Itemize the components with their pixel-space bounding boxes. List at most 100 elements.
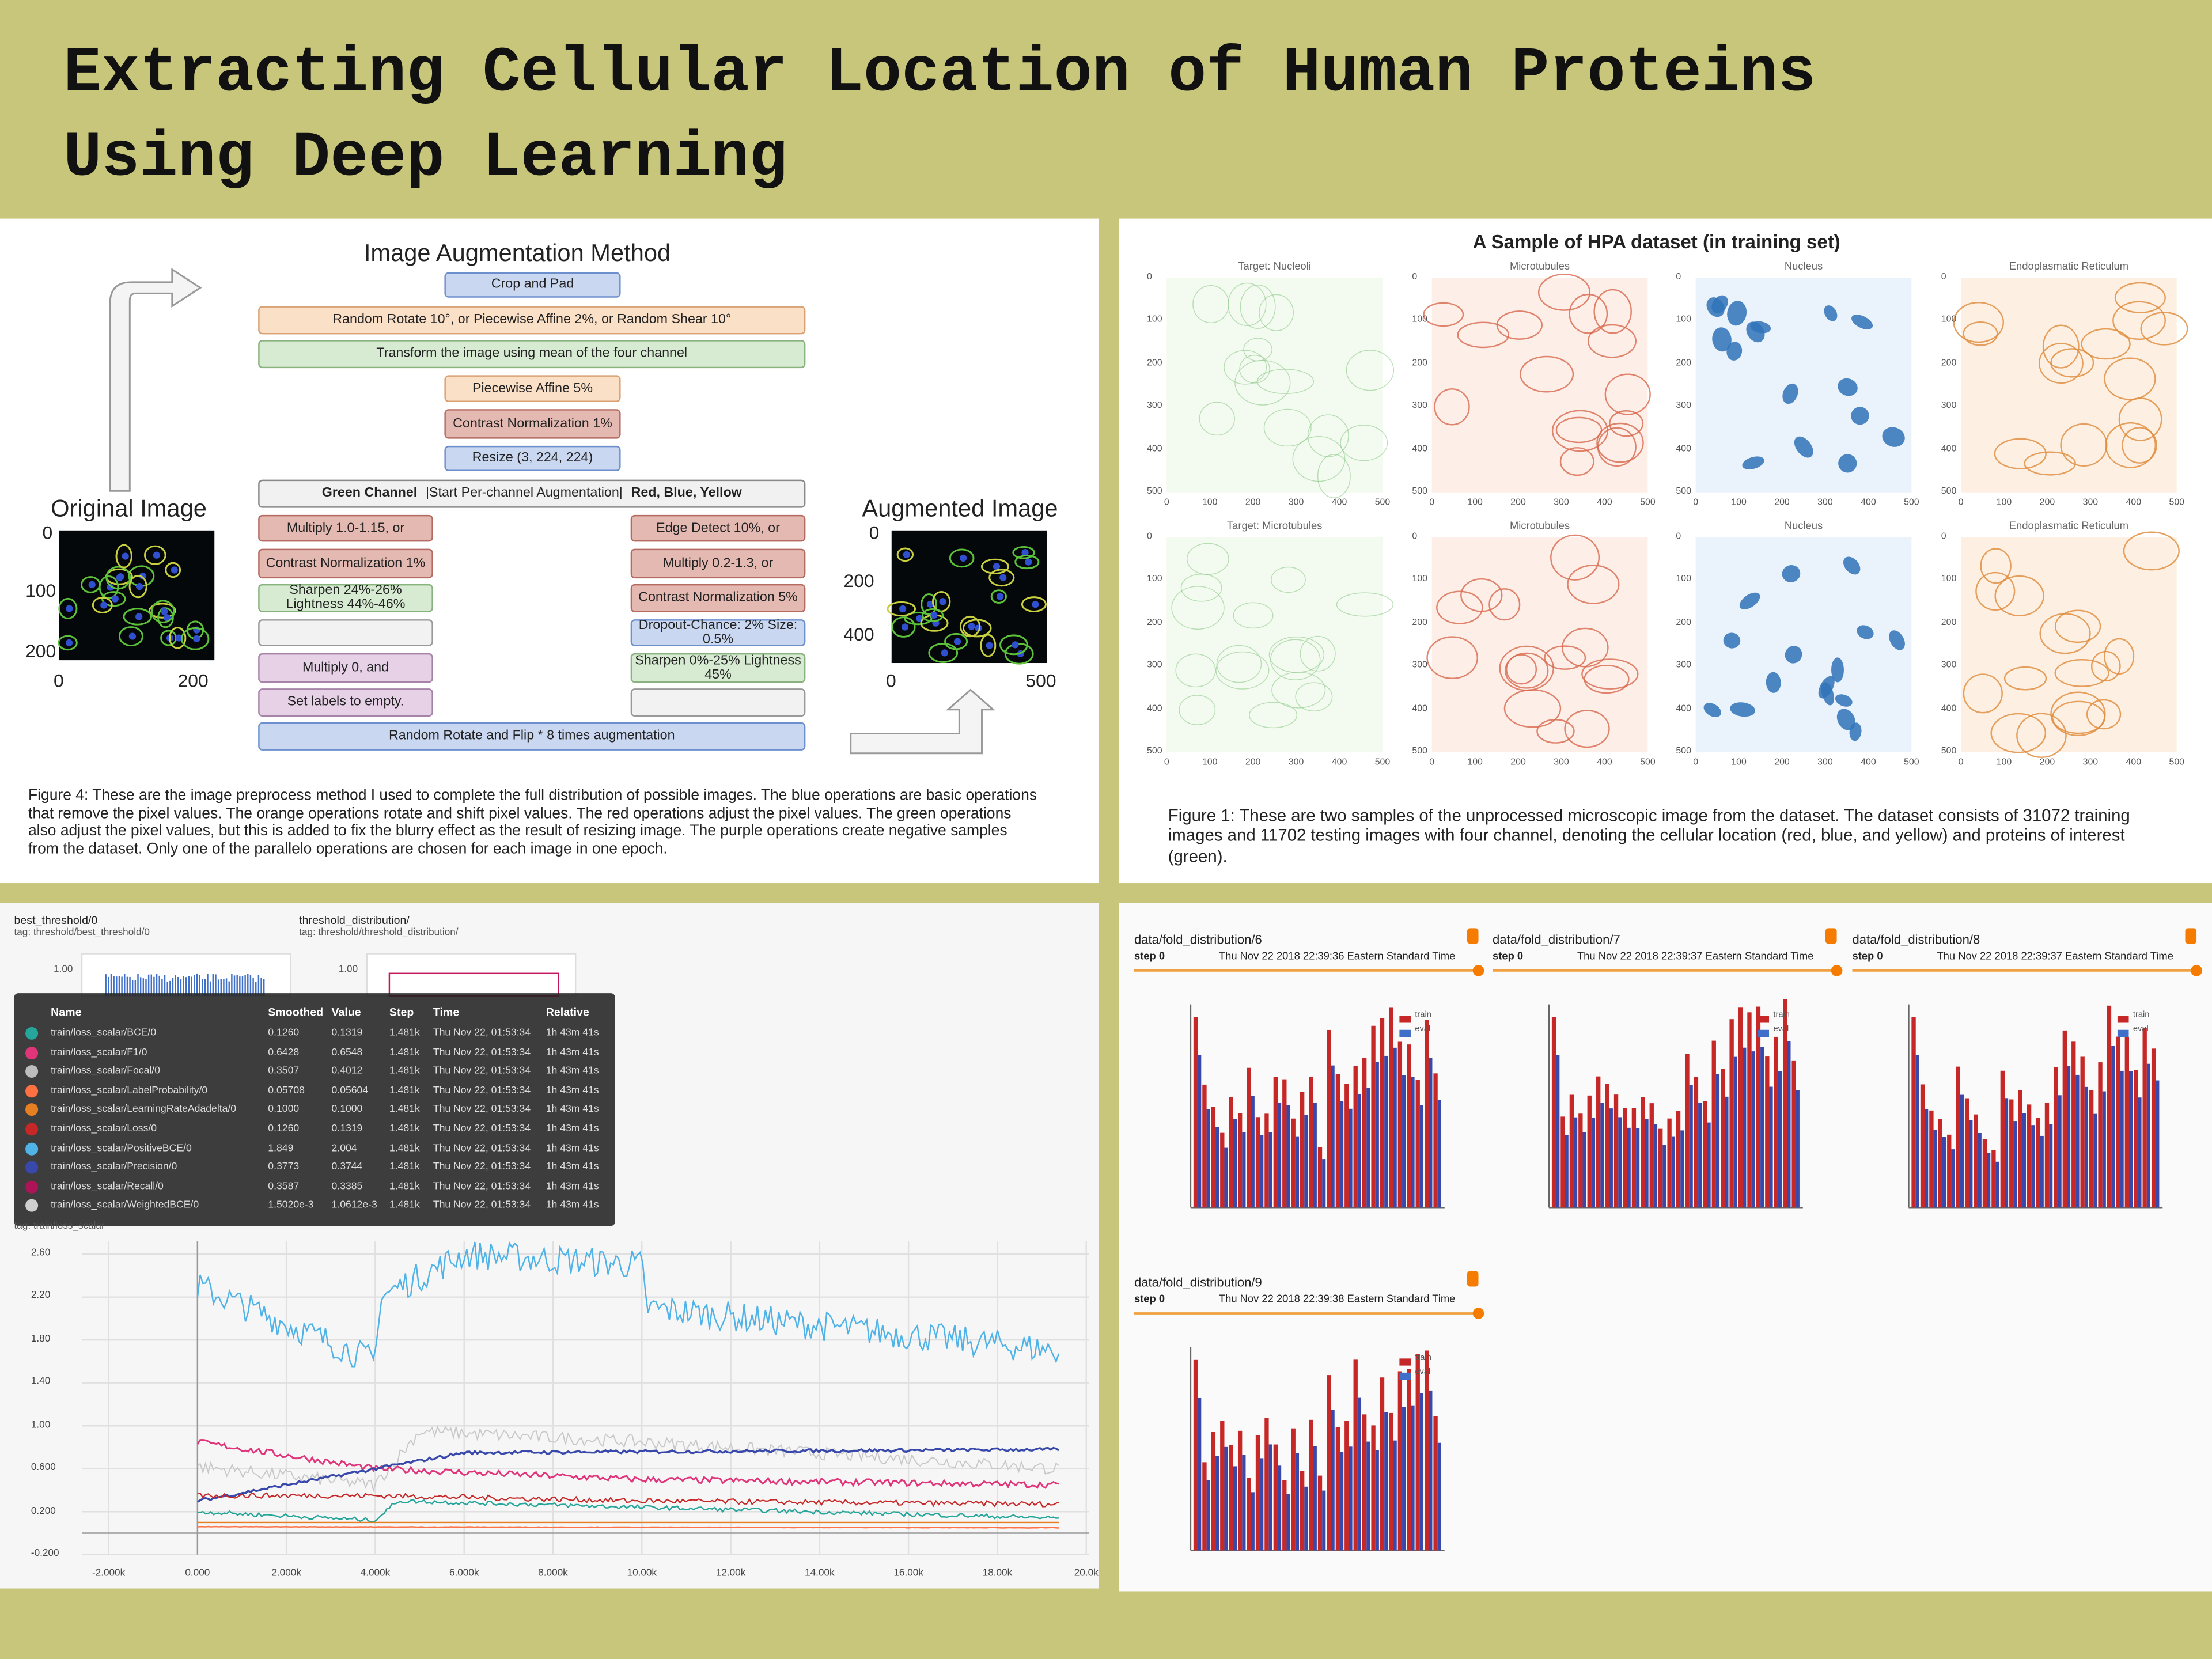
train-bar bbox=[2009, 1099, 2014, 1208]
cell-outline bbox=[1505, 652, 1549, 689]
card-title: data/fold_distribution/9 bbox=[1134, 1275, 1262, 1290]
eval-bar bbox=[2084, 1086, 2088, 1208]
eval-bar bbox=[1915, 1055, 1919, 1208]
x-tick-label: 0 bbox=[1164, 757, 1169, 768]
eval-bar bbox=[1969, 1120, 1973, 1208]
chart-tag: tag: train/loss_scalar bbox=[14, 1221, 105, 1232]
x-tick-label: 100 bbox=[1996, 757, 2012, 768]
train-bar bbox=[2018, 1090, 2022, 1208]
table-cell: 0.1260 bbox=[268, 1025, 300, 1039]
nucleus bbox=[1727, 301, 1747, 326]
y-tick-label: 0 bbox=[1941, 532, 1946, 542]
train-bar bbox=[2036, 1118, 2040, 1208]
eval-bar bbox=[2058, 1095, 2062, 1208]
train-bar bbox=[1711, 1040, 1716, 1208]
train-bar bbox=[1721, 1069, 1725, 1208]
nucleus bbox=[161, 608, 168, 615]
nucleus bbox=[1838, 378, 1858, 396]
eval-bar bbox=[1215, 1456, 1219, 1551]
x-tick-label: 0 bbox=[1693, 757, 1699, 768]
y-tick-label: 300 bbox=[1412, 400, 1428, 411]
table-cell: Thu Nov 22, 01:53:34 bbox=[433, 1044, 531, 1058]
eval-bar bbox=[1366, 1441, 1370, 1551]
cell-outline bbox=[1199, 402, 1235, 436]
cell-outline bbox=[1596, 422, 1644, 463]
nucleus bbox=[1012, 641, 1019, 649]
cell-outline bbox=[1994, 438, 2047, 469]
table-cell: 1h 43m 41s bbox=[546, 1083, 599, 1096]
train-bar bbox=[2134, 1070, 2138, 1208]
x-tick-label: 400 bbox=[1861, 757, 1876, 768]
y-tick-label: 0.200 bbox=[31, 1506, 56, 1516]
train-bar bbox=[1371, 1025, 1376, 1208]
image-label: Augmented Image bbox=[862, 495, 1058, 522]
y-tick-label: 500 bbox=[1147, 746, 1162, 756]
card-tag: tag: threshold/threshold_distribution/ bbox=[299, 928, 459, 938]
train-bar bbox=[2142, 1028, 2147, 1208]
train-bar bbox=[1335, 1074, 1340, 1208]
train-bar bbox=[2124, 1037, 2130, 1208]
table-cell: 1.481k bbox=[389, 1198, 420, 1211]
legend-label: eval bbox=[1415, 1368, 1431, 1377]
train-bar bbox=[1667, 1118, 1672, 1208]
x-tick-label: 10.00k bbox=[627, 1569, 657, 1579]
cell-outline bbox=[2054, 659, 2109, 687]
cell-outline bbox=[2123, 531, 2180, 571]
nucleus bbox=[1032, 600, 1039, 608]
eval-bar bbox=[1429, 1057, 1433, 1208]
x-tick-label: 0 bbox=[1693, 498, 1699, 508]
step-box: Random Rotate 10°, or Piecewise Affine 2… bbox=[258, 306, 806, 335]
card-step: step 0 bbox=[1852, 949, 1883, 963]
eval-bar bbox=[1429, 1390, 1433, 1551]
eval-bar bbox=[1260, 1458, 1264, 1551]
train-bar bbox=[1397, 1041, 1403, 1208]
train-bar bbox=[1415, 1080, 1420, 1208]
nucleus bbox=[1882, 427, 1905, 447]
x-tick-label: 100 bbox=[1202, 757, 1218, 768]
table-cell: 1h 43m 41s bbox=[546, 1121, 599, 1134]
sample-image bbox=[1431, 537, 1648, 752]
eval-bar bbox=[1751, 1051, 1755, 1208]
series-dot bbox=[25, 1065, 39, 1078]
table-cell: 0.1000 bbox=[268, 1102, 300, 1115]
nucleus bbox=[1739, 592, 1760, 609]
y-tick-label: 100 bbox=[25, 579, 56, 601]
cell-outline bbox=[2039, 613, 2091, 654]
train-bar bbox=[1424, 1020, 1429, 1208]
table-cell: 1h 43m 41s bbox=[546, 1044, 599, 1058]
nucleus bbox=[107, 584, 114, 591]
train-bar bbox=[1407, 1369, 1411, 1551]
cell bbox=[151, 600, 175, 623]
x-tick-label: 200 bbox=[2039, 498, 2055, 508]
x-tick-label: 200 bbox=[1510, 757, 1526, 768]
train-bar bbox=[1220, 1132, 1225, 1208]
train-bar bbox=[1193, 1359, 1198, 1551]
legend-label: eval bbox=[1773, 1025, 1789, 1035]
y-tick-label: 100 bbox=[1676, 315, 1691, 325]
x-tick-label: 0 bbox=[1958, 498, 1964, 508]
y-tick-label: 0 bbox=[1941, 272, 1946, 282]
sample-image bbox=[1166, 278, 1383, 493]
eval-bar bbox=[1393, 1440, 1397, 1551]
table-cell: 0.3587 bbox=[268, 1179, 300, 1192]
cell bbox=[169, 627, 187, 649]
cell-outline bbox=[2024, 451, 2076, 476]
y-tick-label: 300 bbox=[1676, 400, 1691, 411]
eval-bar bbox=[1591, 1118, 1596, 1208]
train-bar bbox=[1371, 1425, 1376, 1551]
train-bar bbox=[1211, 1107, 1216, 1208]
cell-outline bbox=[2050, 348, 2094, 378]
x-tick-label: 4.000k bbox=[360, 1569, 391, 1579]
cell-outline bbox=[2104, 357, 2156, 400]
train-bar bbox=[1747, 1012, 1752, 1208]
nucleus bbox=[1766, 672, 1781, 693]
x-tick-label: 500 bbox=[1374, 498, 1391, 508]
column-header: Value bbox=[331, 1006, 361, 1019]
cell-outline bbox=[1270, 639, 1321, 680]
x-tick-label: 18.00k bbox=[982, 1569, 1013, 1579]
y-tick-label: 200 bbox=[1676, 618, 1691, 628]
eval-bar bbox=[2022, 1113, 2026, 1208]
eval-bar bbox=[1419, 1393, 1424, 1551]
eval-bar bbox=[1313, 1446, 1317, 1551]
